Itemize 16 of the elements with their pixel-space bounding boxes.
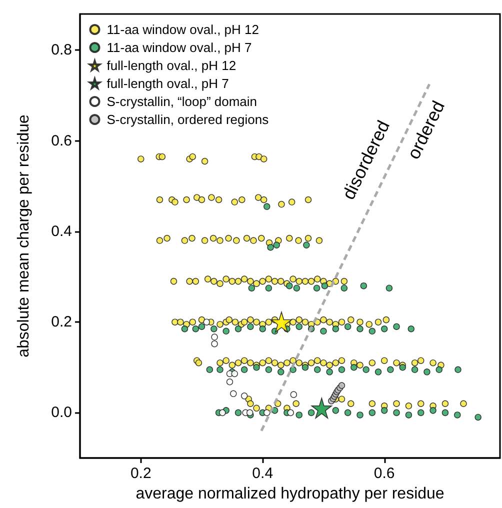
- y-tick-label: 0.8: [51, 42, 72, 59]
- x-tick-label: 0.6: [374, 465, 395, 482]
- y-tick-label: 0.6: [51, 132, 72, 150]
- legend-label: S-crystallin, ordered regions: [106, 112, 270, 127]
- y-tick-label: 0.4: [51, 222, 72, 240]
- x-tick-label: 0.4: [252, 465, 274, 482]
- legend-label: S-crystallin, “loop” domain: [106, 94, 258, 109]
- legend-label: 11-aa window oval., pH 7: [106, 40, 252, 55]
- legend-label: 11-aa window oval., pH 12: [106, 22, 259, 37]
- y-tick-label: 0.0: [51, 404, 72, 422]
- x-axis-title: average normalized hydropathy per residue: [136, 485, 444, 502]
- legend-label: full-length oval., pH 7: [106, 76, 229, 91]
- x-tick-label: 0.2: [130, 465, 152, 482]
- legend-label: full-length oval., pH 12: [106, 58, 236, 73]
- y-tick-label: 0.2: [51, 314, 72, 331]
- y-axis-title: absolute mean charge per residue: [16, 114, 32, 358]
